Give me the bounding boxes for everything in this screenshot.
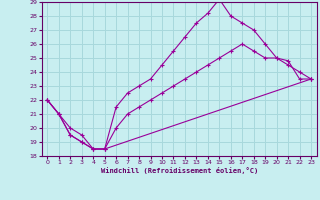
X-axis label: Windchill (Refroidissement éolien,°C): Windchill (Refroidissement éolien,°C) [100,167,258,174]
